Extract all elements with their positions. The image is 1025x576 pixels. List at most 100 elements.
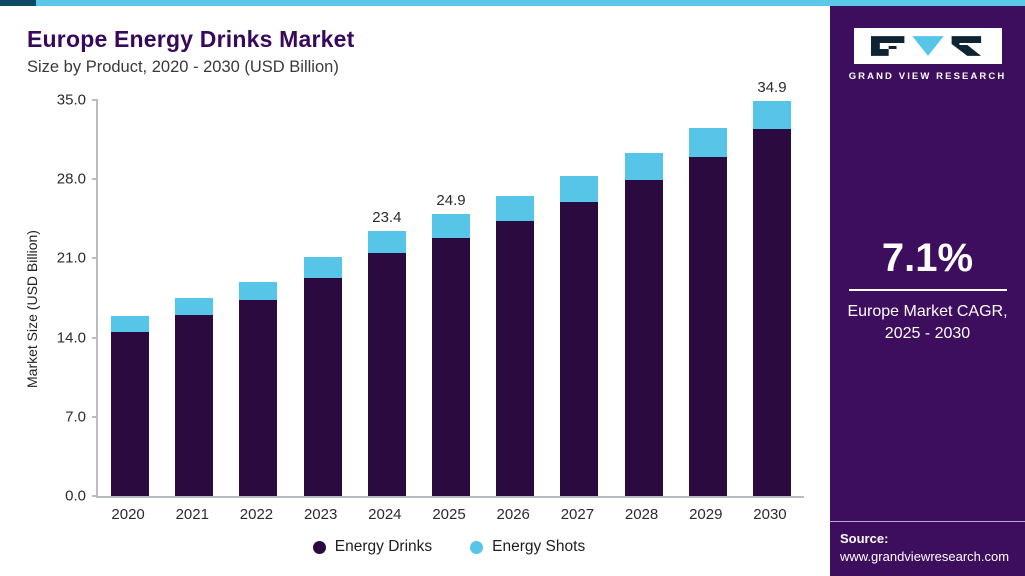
chart-title: Europe Energy Drinks Market — [27, 26, 355, 52]
x-tick-label-2028: 2028 — [624, 506, 659, 523]
x-tick-label-2021: 2021 — [175, 506, 209, 523]
bar-segment-energy-shots — [239, 282, 278, 301]
bar-stack-2020 — [111, 316, 150, 496]
bar-segment-energy-drinks — [560, 201, 599, 496]
bar-stack-2023 — [303, 257, 342, 496]
bar-stack-2030 — [752, 101, 791, 496]
bar-stack-2022 — [239, 282, 278, 496]
bar-2025: 24.9 — [419, 192, 483, 496]
bar-2030: 34.9 — [740, 79, 804, 496]
legend-label: Energy Shots — [492, 538, 586, 555]
bar-segment-energy-drinks — [175, 315, 214, 496]
bar-segment-energy-drinks — [367, 252, 406, 496]
cagr-divider — [848, 289, 1007, 291]
bar-segment-energy-shots — [496, 196, 535, 222]
x-tick-label-2027: 2027 — [560, 506, 595, 523]
sidebar: GRAND VIEW RESEARCH 7.1% Europe Market C… — [830, 6, 1025, 576]
cagr-value: 7.1% — [881, 236, 974, 280]
bar-value-label-2030: 34.9 — [757, 79, 787, 97]
bar-stack-2028 — [624, 153, 663, 496]
x-tick-label-2020: 2020 — [111, 506, 145, 523]
y-tick-label: 0.0 — [65, 487, 86, 505]
bar-value-label-2025: 24.9 — [436, 192, 466, 210]
gvr-logo-mark-icon — [870, 36, 981, 56]
bar-stack-2024 — [367, 231, 406, 496]
gvr-logo-wordmark: GRAND VIEW RESEARCH — [848, 71, 1007, 82]
bar-segment-energy-shots — [367, 231, 406, 253]
legend: Energy Drinks Energy Shots — [96, 538, 802, 556]
bar-segment-energy-shots — [624, 153, 663, 181]
bar-segment-energy-drinks — [752, 129, 791, 496]
bar-segment-energy-shots — [752, 101, 791, 130]
plot-area: 0.0 7.0 14.0 21.0 28.0 35.0 23.4 24.9 34.9 — [57, 79, 804, 505]
legend-dot-icon — [312, 540, 326, 554]
y-tick-mark — [92, 415, 98, 418]
x-tick-label-2025: 2025 — [432, 506, 466, 523]
bar-stack-2029 — [688, 128, 727, 496]
cagr-block: 7.1% Europe Market CAGR, 2025 - 2030 — [830, 236, 1025, 344]
bar-segment-energy-shots — [432, 214, 471, 238]
bar-segment-energy-shots — [303, 257, 342, 278]
bar-segment-energy-shots — [688, 128, 727, 157]
y-tick-mark — [92, 99, 98, 101]
top-stripe-accent — [0, 0, 36, 6]
x-tick-label-2023: 2023 — [303, 506, 338, 523]
top-stripe — [0, 0, 1025, 6]
x-tick-label-2029: 2029 — [689, 506, 723, 523]
legend-label: Energy Drinks — [334, 538, 433, 555]
bar-segment-energy-drinks — [239, 300, 278, 496]
bar-segment-energy-drinks — [303, 277, 342, 496]
y-tick-mark — [92, 257, 98, 260]
bar-stack-2021 — [175, 298, 214, 496]
gvr-logo: GRAND VIEW RESEARCH — [830, 28, 1025, 82]
legend-item-energy-shots: Energy Shots — [470, 538, 585, 556]
y-tick-label: 21.0 — [56, 249, 86, 267]
x-tick-label-2024: 2024 — [368, 506, 402, 523]
y-axis-title: Market Size (USD Billion) — [24, 230, 40, 388]
bar-2020 — [98, 316, 162, 496]
bar-stack-2026 — [496, 196, 535, 496]
y-tick-label: 35.0 — [56, 91, 86, 109]
cagr-label-line1: Europe Market CAGR, — [847, 303, 1008, 320]
bar-2028 — [612, 153, 676, 496]
y-tick-mark — [92, 336, 98, 339]
bar-2029 — [676, 128, 740, 496]
bar-2026 — [483, 196, 547, 496]
y-tick-mark — [92, 178, 98, 181]
y-tick-mark — [92, 495, 98, 497]
bar-segment-energy-drinks — [111, 331, 150, 496]
legend-item-energy-drinks: Energy Drinks — [312, 538, 433, 556]
bar-2022 — [226, 282, 290, 496]
y-tick-label: 7.0 — [65, 408, 86, 426]
legend-dot-icon — [470, 540, 484, 554]
source-url: www.grandviewresearch.com — [840, 549, 1010, 564]
source-block: Source: www.grandviewresearch.com — [830, 521, 1025, 576]
x-tick-label-2026: 2026 — [496, 506, 530, 523]
gvr-logo-box — [853, 28, 1002, 64]
source-label: Source: — [840, 531, 889, 546]
bar-value-label-2024: 23.4 — [372, 209, 402, 227]
bar-segment-energy-shots — [111, 316, 150, 332]
x-tick-label-2022: 2022 — [239, 506, 274, 523]
bar-stack-2027 — [560, 175, 599, 496]
bar-2023 — [291, 257, 355, 496]
bar-segment-energy-drinks — [496, 221, 535, 496]
bar-2027 — [547, 175, 611, 496]
bar-segment-energy-drinks — [432, 238, 471, 496]
bar-segment-energy-shots — [560, 175, 599, 202]
cagr-label-line2: 2025 - 2030 — [884, 324, 971, 342]
chart-subtitle: Size by Product, 2020 - 2030 (USD Billio… — [27, 58, 339, 76]
bar-2024: 23.4 — [355, 209, 419, 496]
bar-2021 — [162, 298, 226, 496]
bar-segment-energy-shots — [175, 298, 214, 315]
y-tick-label: 14.0 — [56, 329, 86, 347]
x-tick-label-2030: 2030 — [753, 506, 787, 523]
bar-segment-energy-drinks — [624, 180, 663, 496]
bar-stack-2025 — [432, 214, 471, 496]
bar-segment-energy-drinks — [688, 156, 727, 496]
x-axis-labels: 2020 2021 2022 2023 2024 2025 2026 2027 2028 2029… — [96, 506, 802, 523]
y-tick-label: 28.0 — [56, 170, 86, 188]
bars: 23.4 24.9 34.9 — [98, 79, 804, 496]
cagr-label: Europe Market CAGR, 2025 - 2030 — [830, 301, 1025, 344]
